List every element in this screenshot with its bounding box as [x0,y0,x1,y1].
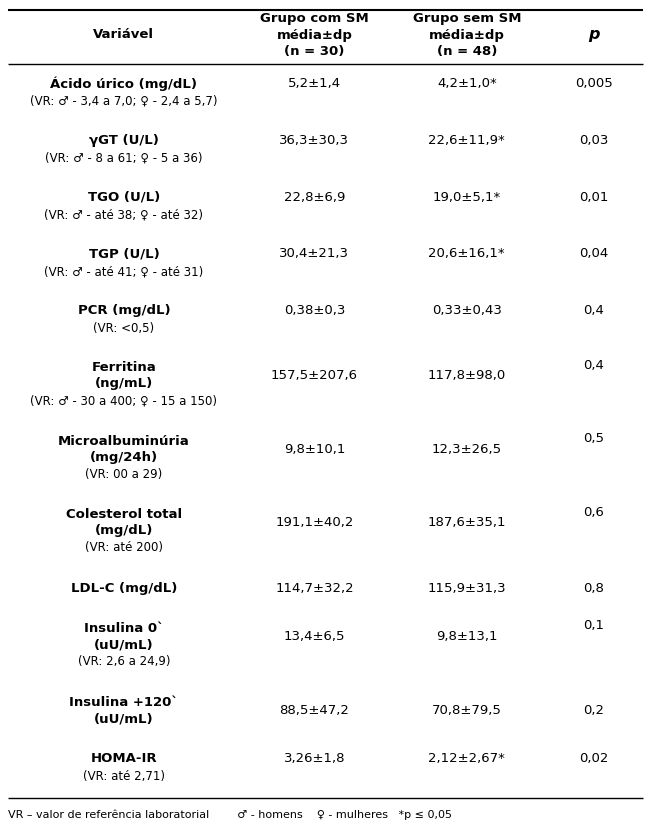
Text: 0,01: 0,01 [579,191,609,204]
Text: (VR: ♂ - 3,4 a 7,0; ♀ - 2,4 a 5,7): (VR: ♂ - 3,4 a 7,0; ♀ - 2,4 a 5,7) [30,95,217,108]
Text: 30,4±21,3: 30,4±21,3 [279,247,350,260]
Text: 0,6: 0,6 [583,506,604,518]
Text: 0,03: 0,03 [579,134,609,146]
Text: Microalbuminúria
(mg/24h): Microalbuminúria (mg/24h) [58,435,189,464]
Text: 0,8: 0,8 [583,582,604,595]
Text: 0,02: 0,02 [579,752,609,765]
Text: Insulina +120`
(uU/mL): Insulina +120` (uU/mL) [70,696,178,726]
Text: (VR: ♂ - até 41; ♀ - até 31): (VR: ♂ - até 41; ♀ - até 31) [44,265,204,279]
Text: 4,2±1,0*: 4,2±1,0* [437,77,497,90]
Text: (VR: <0,5): (VR: <0,5) [93,322,154,335]
Text: HOMA-IR: HOMA-IR [90,752,157,765]
Text: Grupo com SM
média±dp
(n = 30): Grupo com SM média±dp (n = 30) [260,12,368,58]
Text: 187,6±35,1: 187,6±35,1 [428,517,506,529]
Text: 0,4: 0,4 [583,305,604,317]
Text: Insulina 0`
(uU/mL): Insulina 0` (uU/mL) [84,622,164,651]
Text: Colesterol total
(mg/dL): Colesterol total (mg/dL) [66,508,182,537]
Text: (VR: 2,6 a 24,9): (VR: 2,6 a 24,9) [77,655,170,668]
Text: TGP (U/L): TGP (U/L) [89,247,159,260]
Text: 114,7±32,2: 114,7±32,2 [275,582,353,595]
Text: 0,4: 0,4 [583,359,604,372]
Text: (VR: ♂ - 8 a 61; ♀ - 5 a 36): (VR: ♂ - 8 a 61; ♀ - 5 a 36) [45,151,202,165]
Text: 191,1±40,2: 191,1±40,2 [275,517,353,529]
Text: 13,4±6,5: 13,4±6,5 [284,630,345,643]
Text: (VR: 00 a 29): (VR: 00 a 29) [85,468,163,481]
Text: Grupo sem SM
média±dp
(n = 48): Grupo sem SM média±dp (n = 48) [413,12,521,58]
Text: 22,8±6,9: 22,8±6,9 [284,191,345,204]
Text: 0,2: 0,2 [583,704,604,717]
Text: 5,2±1,4: 5,2±1,4 [288,77,341,90]
Text: (VR: ♂ - até 38; ♀ - até 32): (VR: ♂ - até 38; ♀ - até 32) [44,209,203,221]
Text: 0,33±0,43: 0,33±0,43 [432,305,502,317]
Text: 3,26±1,8: 3,26±1,8 [284,752,345,765]
Text: 0,1: 0,1 [583,619,604,632]
Text: 36,3±30,3: 36,3±30,3 [279,134,350,146]
Text: 9,8±10,1: 9,8±10,1 [284,443,345,456]
Text: γGT (U/L): γGT (U/L) [89,134,159,146]
Text: 0,38±0,3: 0,38±0,3 [284,305,345,317]
Text: PCR (mg/dL): PCR (mg/dL) [77,305,170,317]
Text: p: p [588,27,600,42]
Text: 2,12±2,67*: 2,12±2,67* [428,752,505,765]
Text: 20,6±16,1*: 20,6±16,1* [428,247,505,260]
Text: (VR: até 2,71): (VR: até 2,71) [83,770,165,783]
Text: LDL-C (mg/dL): LDL-C (mg/dL) [71,582,177,595]
Text: 0,04: 0,04 [579,247,609,260]
Text: 0,005: 0,005 [575,77,613,90]
Text: VR – valor de referência laboratorial        ♂ - homens    ♀ - mulheres   *p ≤ 0: VR – valor de referência laboratorial ♂ … [8,810,452,820]
Text: Variável: Variável [93,28,154,42]
Text: 22,6±11,9*: 22,6±11,9* [428,134,505,146]
Text: 115,9±31,3: 115,9±31,3 [428,582,506,595]
Text: Ácido úrico (mg/dL): Ácido úrico (mg/dL) [50,77,197,91]
Text: 19,0±5,1*: 19,0±5,1* [433,191,501,204]
Text: 0,5: 0,5 [583,432,604,445]
Text: (VR: ♂ - 30 a 400; ♀ - 15 a 150): (VR: ♂ - 30 a 400; ♀ - 15 a 150) [31,394,217,408]
Text: 70,8±79,5: 70,8±79,5 [432,704,502,717]
Text: 157,5±207,6: 157,5±207,6 [271,369,358,383]
Text: 88,5±47,2: 88,5±47,2 [279,704,350,717]
Text: 9,8±13,1: 9,8±13,1 [436,630,497,643]
Text: TGO (U/L): TGO (U/L) [88,191,160,204]
Text: 117,8±98,0: 117,8±98,0 [428,369,506,383]
Text: 12,3±26,5: 12,3±26,5 [432,443,502,456]
Text: (VR: até 200): (VR: até 200) [85,542,163,554]
Text: Ferritina
(ng/mL): Ferritina (ng/mL) [92,361,156,390]
